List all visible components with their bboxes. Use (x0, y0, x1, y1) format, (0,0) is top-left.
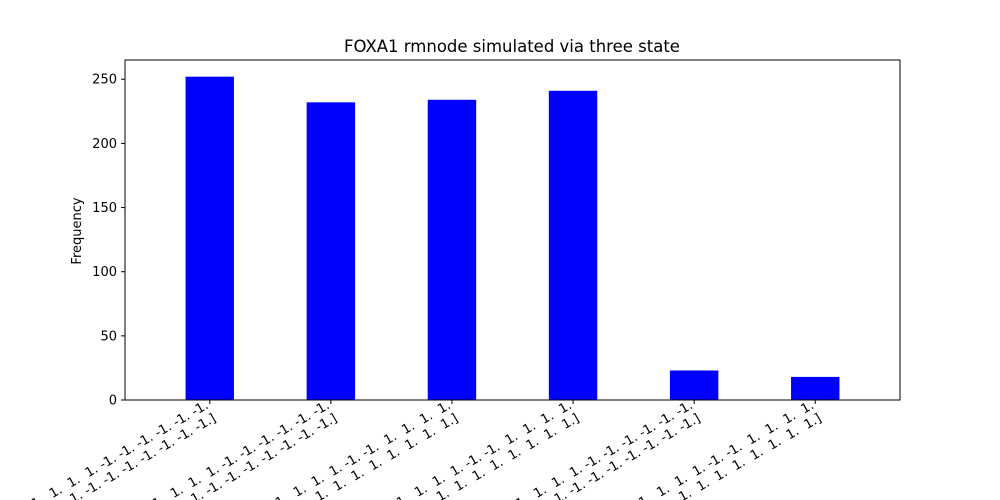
y-axis-label: Frequency (70, 197, 85, 264)
bars-group (185, 76, 840, 400)
bar-6 (791, 376, 840, 400)
x-axis-ticks: [-1. 1. 1. 1. -1. -1. -1. -1. -1. -1. -1… (21, 398, 825, 500)
bar-1 (185, 76, 234, 400)
y-tick-label-5: 250 (92, 73, 117, 88)
bar-5 (669, 370, 719, 400)
y-tick-label-0: 0 (109, 394, 117, 409)
y-tick-label-4: 200 (92, 137, 117, 152)
chart-title: FOXA1 rmnode simulated via three state (344, 37, 680, 56)
bar-2 (306, 102, 356, 400)
bar-3 (427, 99, 477, 400)
y-axis-ticks: 0 50 100 150 200 250 (92, 73, 125, 409)
y-tick-label-1: 50 (100, 329, 117, 344)
y-tick-label-2: 100 (92, 265, 117, 280)
plot-frame (124, 59, 901, 401)
bar-4 (548, 90, 598, 400)
y-tick-label-3: 150 (92, 201, 117, 216)
